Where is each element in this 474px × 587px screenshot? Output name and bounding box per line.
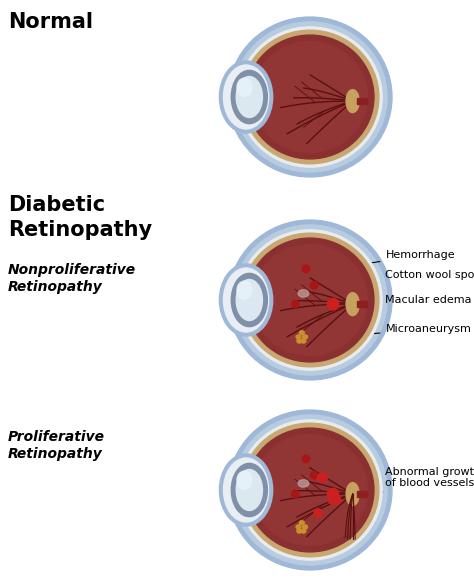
Text: Cotton wool spots: Cotton wool spots	[347, 271, 474, 289]
Ellipse shape	[302, 455, 310, 463]
Bar	[357, 98, 366, 104]
Bar	[357, 301, 366, 308]
Ellipse shape	[310, 471, 318, 479]
Ellipse shape	[310, 282, 318, 289]
Ellipse shape	[231, 463, 267, 517]
Ellipse shape	[237, 281, 252, 299]
Ellipse shape	[292, 301, 299, 308]
Ellipse shape	[302, 525, 308, 529]
Ellipse shape	[236, 76, 263, 117]
Ellipse shape	[236, 470, 263, 511]
Ellipse shape	[238, 27, 382, 167]
Text: Diabetic
Retinopathy: Diabetic Retinopathy	[8, 195, 152, 240]
Text: Hemorrhage: Hemorrhage	[359, 250, 455, 266]
Ellipse shape	[296, 335, 301, 339]
Ellipse shape	[253, 42, 367, 153]
Ellipse shape	[228, 220, 392, 380]
Ellipse shape	[223, 458, 269, 522]
Text: Normal: Normal	[8, 12, 93, 32]
Ellipse shape	[228, 17, 392, 177]
Ellipse shape	[346, 293, 359, 316]
Ellipse shape	[233, 415, 387, 565]
Ellipse shape	[238, 420, 382, 560]
Ellipse shape	[241, 30, 379, 164]
Ellipse shape	[314, 509, 322, 517]
Ellipse shape	[223, 268, 269, 332]
Ellipse shape	[253, 434, 367, 545]
Ellipse shape	[223, 65, 269, 129]
Ellipse shape	[327, 298, 339, 310]
Ellipse shape	[219, 61, 273, 133]
Text: Microaneurysm: Microaneurysm	[322, 323, 471, 340]
Ellipse shape	[346, 90, 359, 113]
Ellipse shape	[328, 495, 341, 505]
Ellipse shape	[228, 410, 392, 570]
Ellipse shape	[238, 230, 382, 370]
Ellipse shape	[241, 423, 379, 557]
Text: Nonproliferative
Retinopathy: Nonproliferative Retinopathy	[8, 263, 136, 294]
Ellipse shape	[246, 428, 374, 552]
Ellipse shape	[297, 339, 302, 343]
Ellipse shape	[300, 521, 304, 525]
Ellipse shape	[298, 480, 309, 487]
Ellipse shape	[301, 529, 306, 533]
Ellipse shape	[237, 78, 252, 96]
Ellipse shape	[246, 238, 374, 362]
Ellipse shape	[300, 330, 304, 335]
Text: Abnormal growth
of blood vessels: Abnormal growth of blood vessels	[359, 467, 474, 500]
Ellipse shape	[219, 454, 273, 526]
Ellipse shape	[346, 483, 359, 505]
Bar	[357, 491, 366, 497]
Ellipse shape	[297, 529, 302, 533]
Text: Macular edema: Macular edema	[359, 295, 472, 306]
Ellipse shape	[296, 525, 301, 529]
Ellipse shape	[219, 264, 273, 336]
Ellipse shape	[302, 265, 310, 272]
Ellipse shape	[231, 70, 267, 124]
Ellipse shape	[302, 335, 308, 339]
Ellipse shape	[292, 490, 299, 498]
Ellipse shape	[233, 22, 387, 172]
Ellipse shape	[318, 473, 327, 482]
Ellipse shape	[231, 274, 267, 326]
Ellipse shape	[253, 245, 367, 355]
Text: Proliferative
Retinopathy: Proliferative Retinopathy	[8, 430, 105, 461]
Ellipse shape	[241, 233, 379, 367]
Ellipse shape	[327, 488, 339, 500]
Ellipse shape	[246, 35, 374, 159]
Ellipse shape	[233, 225, 387, 375]
Ellipse shape	[298, 290, 309, 297]
Ellipse shape	[301, 339, 306, 343]
Ellipse shape	[236, 279, 263, 321]
Ellipse shape	[237, 471, 252, 489]
